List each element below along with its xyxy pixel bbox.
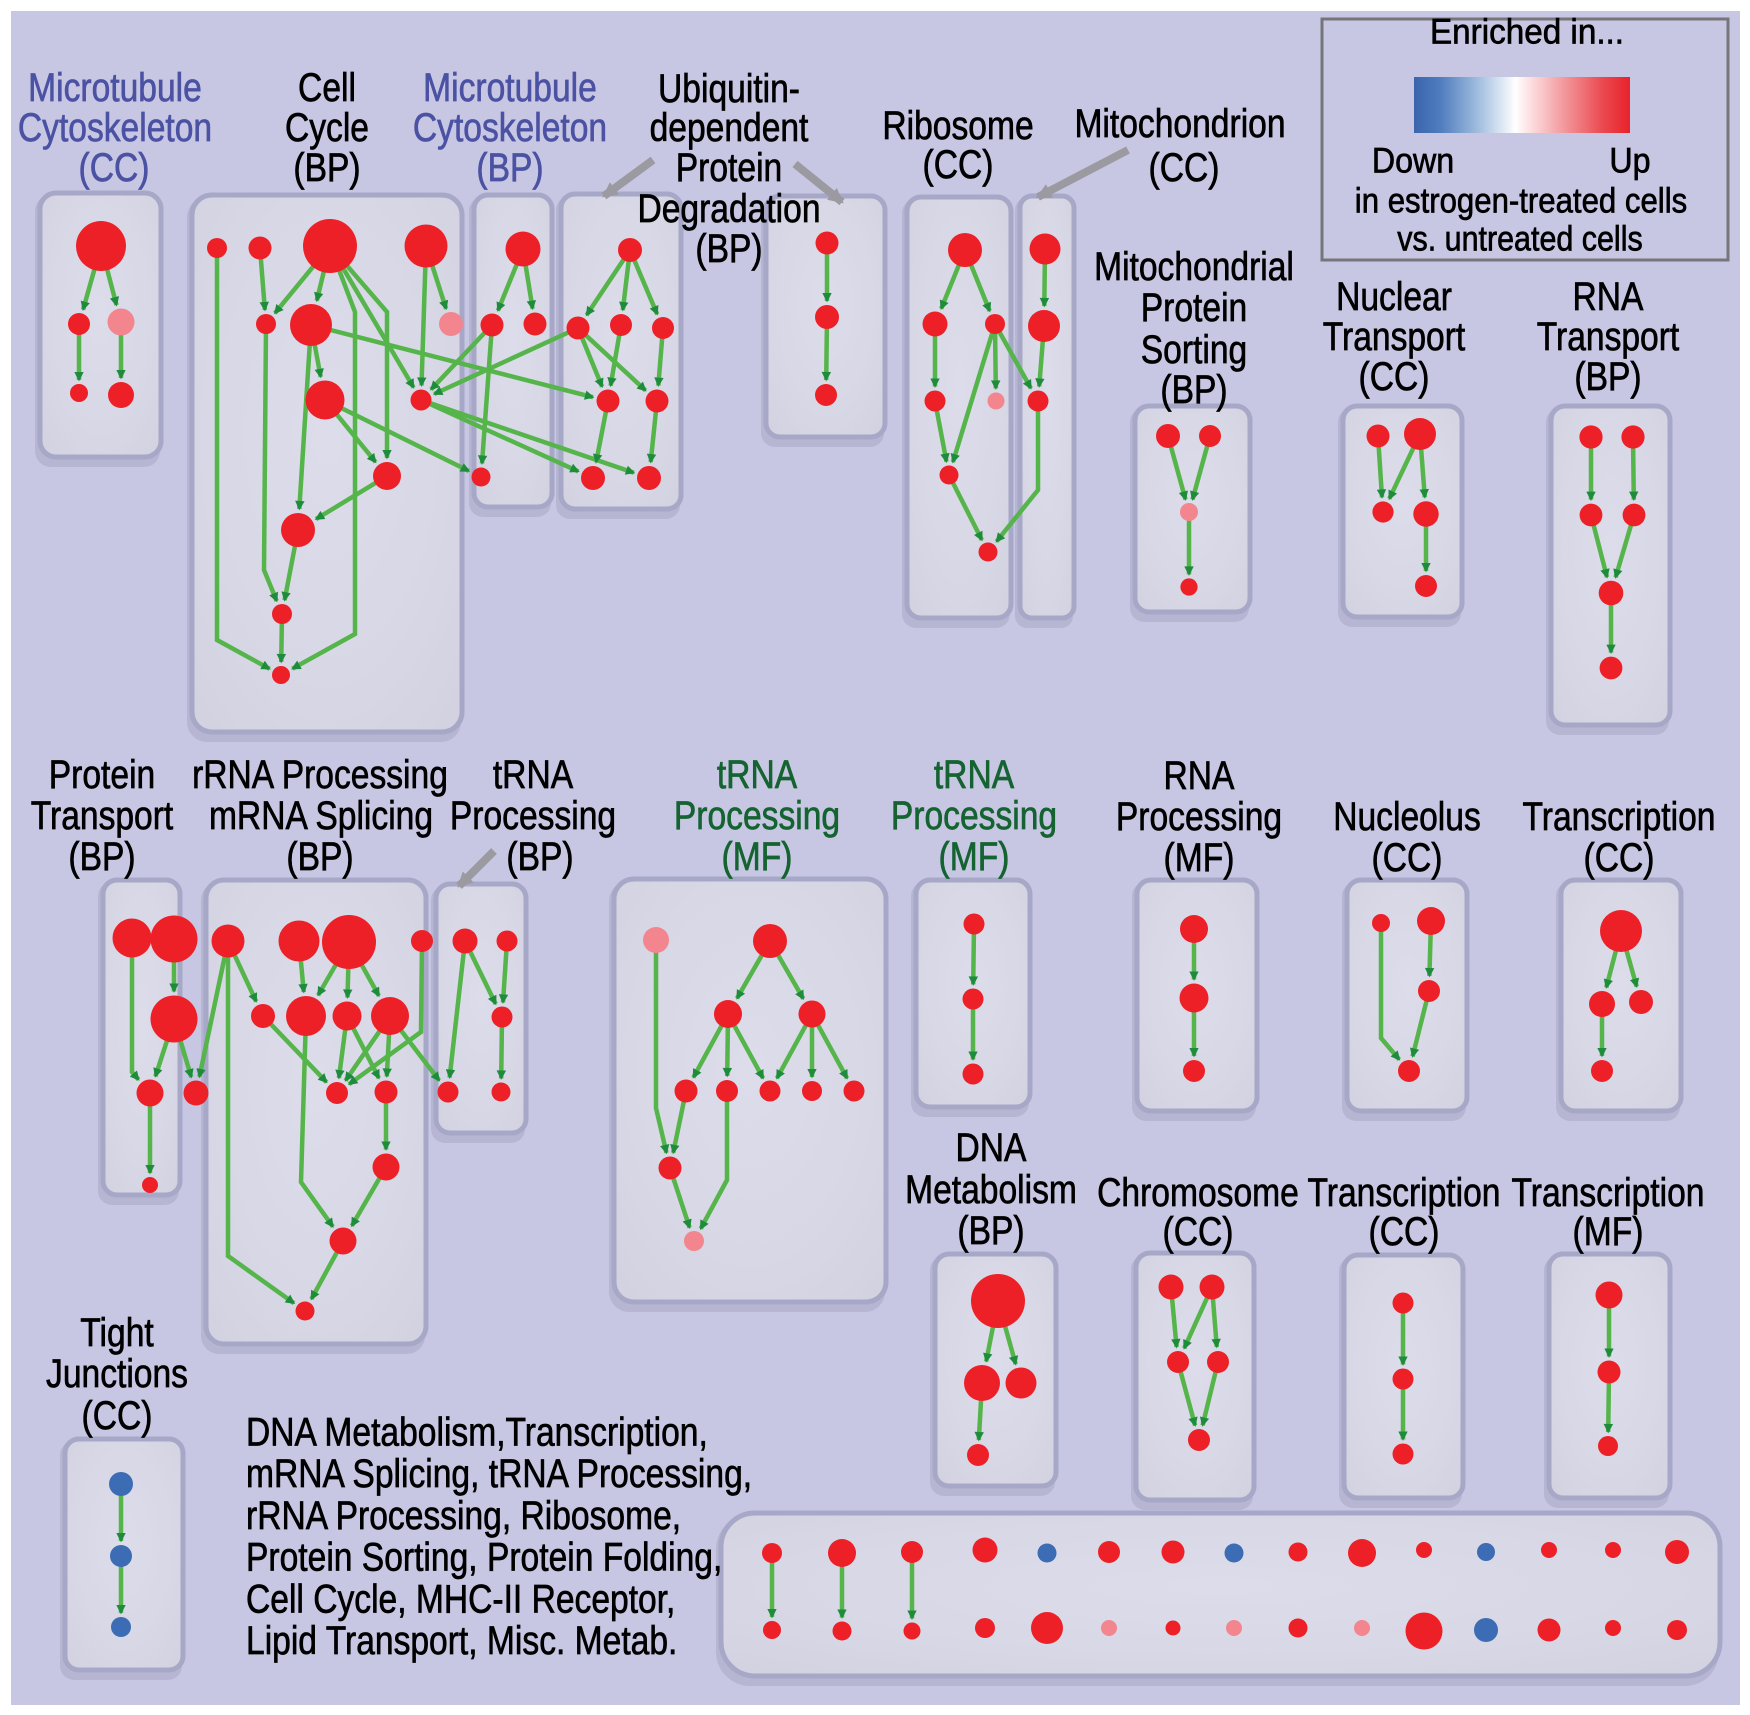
svg-text:Cell: Cell — [298, 66, 356, 110]
svg-text:dependent: dependent — [650, 106, 809, 150]
svg-text:RNA: RNA — [1573, 275, 1644, 319]
svg-text:(MF): (MF) — [1164, 836, 1235, 880]
svg-text:Processing: Processing — [450, 794, 616, 838]
svg-text:(CC): (CC) — [79, 146, 150, 190]
svg-text:tRNA: tRNA — [493, 753, 574, 797]
svg-text:(CC): (CC) — [1163, 1210, 1234, 1254]
svg-text:Ubiquitin-: Ubiquitin- — [658, 67, 800, 111]
svg-text:Protein: Protein — [1141, 286, 1248, 330]
svg-text:rRNA Processing, Ribosome,: rRNA Processing, Ribosome, — [246, 1494, 681, 1538]
svg-text:(BP): (BP) — [695, 227, 762, 271]
svg-text:(CC): (CC) — [1359, 355, 1430, 399]
svg-text:Enriched in...: Enriched in... — [1430, 13, 1624, 52]
svg-text:Cytoskeleton: Cytoskeleton — [413, 106, 607, 150]
svg-text:Mitochondrion: Mitochondrion — [1074, 102, 1285, 146]
svg-text:vs. untreated cells: vs. untreated cells — [1397, 220, 1642, 259]
svg-text:Nucleolus: Nucleolus — [1333, 795, 1481, 839]
svg-text:DNA: DNA — [956, 1126, 1027, 1170]
svg-text:rRNA Processing: rRNA Processing — [192, 753, 448, 797]
svg-text:(BP): (BP) — [286, 835, 353, 879]
svg-text:Cell Cycle, MHC-II Receptor,: Cell Cycle, MHC-II Receptor, — [246, 1577, 675, 1621]
svg-text:mRNA Splicing, tRNA Processing: mRNA Splicing, tRNA Processing, — [246, 1452, 752, 1496]
svg-text:(CC): (CC) — [923, 143, 994, 187]
svg-text:Sorting: Sorting — [1141, 328, 1248, 372]
svg-text:Processing: Processing — [674, 794, 840, 838]
svg-text:(MF): (MF) — [1573, 1210, 1644, 1254]
svg-text:Transcription: Transcription — [1512, 1171, 1705, 1215]
svg-text:(MF): (MF) — [939, 835, 1010, 879]
svg-text:Microtubule: Microtubule — [423, 66, 597, 110]
svg-text:Processing: Processing — [891, 794, 1057, 838]
svg-text:(BP): (BP) — [506, 835, 573, 879]
svg-text:(CC): (CC) — [1369, 1210, 1440, 1254]
svg-text:Tight: Tight — [80, 1311, 154, 1355]
svg-text:(BP): (BP) — [1160, 368, 1227, 412]
svg-text:Lipid Transport, Misc. Metab.: Lipid Transport, Misc. Metab. — [246, 1619, 677, 1663]
svg-text:Protein: Protein — [676, 146, 783, 190]
svg-text:tRNA: tRNA — [934, 753, 1015, 797]
svg-text:Metabolism: Metabolism — [905, 1168, 1077, 1212]
svg-text:(CC): (CC) — [1149, 146, 1220, 190]
svg-text:Up: Up — [1609, 142, 1650, 181]
svg-text:(MF): (MF) — [722, 835, 793, 879]
svg-text:Cycle: Cycle — [285, 106, 369, 150]
svg-text:(BP): (BP) — [293, 146, 360, 190]
svg-text:Protein Sorting, Protein Foldi: Protein Sorting, Protein Folding, — [246, 1536, 722, 1580]
svg-text:(BP): (BP) — [476, 146, 543, 190]
svg-text:(CC): (CC) — [1372, 836, 1443, 880]
svg-text:mRNA Splicing: mRNA Splicing — [209, 794, 433, 838]
svg-text:Transport: Transport — [1323, 315, 1466, 359]
svg-text:DNA Metabolism,Transcription,: DNA Metabolism,Transcription, — [246, 1411, 708, 1455]
svg-text:tRNA: tRNA — [717, 753, 798, 797]
svg-text:Degradation: Degradation — [637, 187, 820, 231]
svg-text:Down: Down — [1372, 142, 1454, 181]
svg-text:Chromosome: Chromosome — [1097, 1171, 1299, 1215]
svg-text:(BP): (BP) — [957, 1209, 1024, 1253]
svg-text:Processing: Processing — [1116, 795, 1282, 839]
svg-text:in estrogen-treated cells: in estrogen-treated cells — [1355, 182, 1687, 221]
svg-text:Transcription: Transcription — [1523, 795, 1716, 839]
svg-text:Cytoskeleton: Cytoskeleton — [18, 106, 212, 150]
svg-text:Transcription: Transcription — [1308, 1171, 1501, 1215]
svg-text:Mitochondrial: Mitochondrial — [1094, 245, 1294, 289]
svg-text:Junctions: Junctions — [46, 1352, 188, 1396]
svg-text:RNA: RNA — [1164, 754, 1235, 798]
svg-text:Transport: Transport — [1537, 315, 1680, 359]
svg-text:(BP): (BP) — [68, 835, 135, 879]
svg-text:Ribosome: Ribosome — [882, 104, 1033, 148]
svg-text:Transport: Transport — [31, 794, 174, 838]
svg-text:(BP): (BP) — [1574, 355, 1641, 399]
svg-text:(CC): (CC) — [82, 1394, 153, 1438]
svg-text:Protein: Protein — [49, 753, 156, 797]
svg-text:Microtubule: Microtubule — [28, 66, 202, 110]
svg-text:Nuclear: Nuclear — [1336, 275, 1452, 319]
svg-text:(CC): (CC) — [1584, 836, 1655, 880]
